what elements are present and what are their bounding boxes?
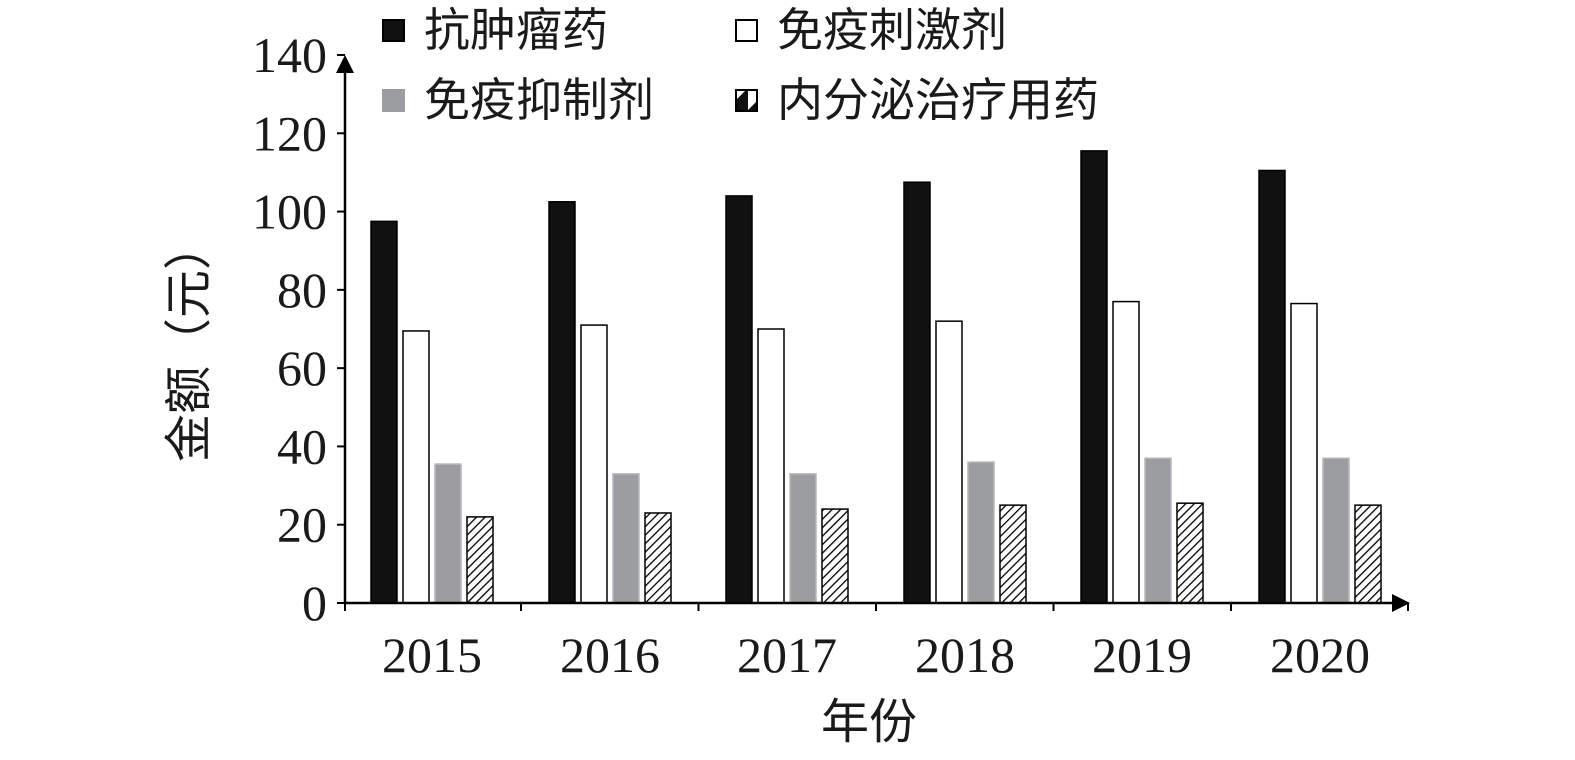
- legend-swatch: [735, 89, 758, 112]
- legend-item: 抗肿瘤药: [382, 3, 608, 57]
- legend-item: 内分泌治疗用药: [735, 73, 1099, 127]
- y-tick-label: 60: [277, 340, 327, 396]
- bar-免疫刺激剂-2016: [580, 324, 608, 604]
- y-tick-label: 120: [252, 105, 327, 161]
- x-tick-label: 2019: [1092, 627, 1192, 683]
- bar-内分泌治疗用药-2016: [644, 512, 672, 604]
- legend-item: 免疫刺激剂: [735, 3, 1007, 57]
- y-tick-label: 20: [277, 497, 327, 553]
- bar-免疫抑制剂-2017: [789, 473, 817, 604]
- legend-label: 免疫抑制剂: [424, 73, 654, 127]
- y-tick-label: 140: [252, 27, 327, 83]
- y-axis-arrow-icon: [336, 55, 354, 73]
- y-axis: 0 20 40 60 80 100 120 140: [252, 27, 354, 631]
- bar-免疫抑制剂-2015: [434, 463, 462, 604]
- y-axis-title: 金额（元）: [161, 222, 217, 462]
- y-tick-label: 0: [302, 575, 327, 631]
- legend-label: 免疫刺激剂: [777, 3, 1007, 57]
- bar-抗肿瘤药-2019: [1080, 150, 1108, 604]
- legend-swatch: [382, 19, 405, 42]
- x-tick-label: 2016: [560, 627, 660, 683]
- legend-label: 抗肿瘤药: [424, 3, 608, 57]
- x-tick-label: 2020: [1270, 627, 1370, 683]
- bar-免疫抑制剂-2018: [967, 461, 995, 604]
- bar-抗肿瘤药-2020: [1258, 169, 1286, 604]
- x-axis-title: 年份: [821, 694, 917, 750]
- bar-免疫刺激剂-2020: [1290, 302, 1318, 604]
- bars-group: [370, 150, 1382, 604]
- bar-免疫刺激剂-2017: [757, 328, 785, 604]
- bar-抗肿瘤药-2018: [903, 181, 931, 604]
- x-axis: 2015 2016 2017 2018 2019 2020: [344, 594, 1410, 683]
- bar-内分泌治疗用药-2020: [1354, 504, 1382, 604]
- legend-swatch: [382, 89, 405, 112]
- x-tick-label: 2015: [382, 627, 482, 683]
- y-tick-label: 80: [277, 262, 327, 318]
- y-tick-label: 100: [252, 184, 327, 240]
- bar-内分泌治疗用药-2018: [999, 504, 1027, 604]
- bar-内分泌治疗用药-2017: [821, 508, 849, 604]
- y-tick-label: 40: [277, 418, 327, 474]
- bar-抗肿瘤药-2017: [725, 195, 753, 604]
- bar-免疫抑制剂-2019: [1144, 457, 1172, 604]
- bar-免疫抑制剂-2016: [612, 473, 640, 604]
- x-tick-label: 2018: [915, 627, 1015, 683]
- bar-免疫刺激剂-2019: [1112, 300, 1140, 604]
- x-axis-arrow-icon: [1392, 594, 1410, 612]
- legend-label: 内分泌治疗用药: [777, 73, 1099, 127]
- bar-内分泌治疗用药-2015: [466, 516, 494, 604]
- bar-抗肿瘤药-2015: [370, 220, 398, 604]
- bar-免疫刺激剂-2015: [402, 330, 430, 604]
- bar-内分泌治疗用药-2019: [1176, 502, 1204, 604]
- bar-抗肿瘤药-2016: [548, 201, 576, 604]
- legend-item: 免疫抑制剂: [382, 73, 654, 127]
- x-tick-label: 2017: [737, 627, 837, 683]
- bar-免疫抑制剂-2020: [1322, 457, 1350, 604]
- bar-免疫刺激剂-2018: [935, 320, 963, 604]
- legend-swatch: [735, 19, 758, 42]
